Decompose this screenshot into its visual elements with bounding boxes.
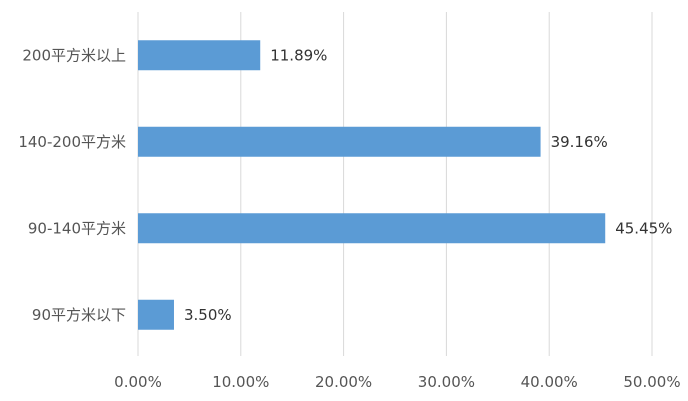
bars	[138, 40, 606, 330]
value-axis-labels: 0.00% 10.00% 20.00% 30.00% 40.00% 50.00%	[114, 373, 680, 391]
data-label: 39.16%	[551, 133, 608, 151]
data-label: 11.89%	[270, 46, 327, 64]
x-tick-label: 10.00%	[212, 373, 269, 391]
x-tick-label: 50.00%	[623, 373, 680, 391]
bar	[138, 40, 261, 71]
bar	[138, 126, 541, 157]
x-tick-label: 20.00%	[315, 373, 372, 391]
category-label: 140-200平方米	[18, 133, 126, 151]
x-tick-label: 30.00%	[418, 373, 475, 391]
data-label: 45.45%	[615, 219, 672, 237]
bar	[138, 213, 606, 244]
x-tick-label: 0.00%	[114, 373, 162, 391]
bar	[138, 299, 174, 330]
data-label: 3.50%	[184, 306, 232, 324]
x-tick-label: 40.00%	[521, 373, 578, 391]
category-label: 90平方米以下	[32, 306, 126, 324]
category-label: 200平方米以上	[22, 46, 126, 64]
data-labels: 11.89% 39.16% 45.45% 3.50%	[184, 46, 672, 324]
category-label: 90-140平方米	[28, 219, 126, 237]
category-axis-labels: 200平方米以上 140-200平方米 90-140平方米 90平方米以下	[18, 46, 126, 324]
